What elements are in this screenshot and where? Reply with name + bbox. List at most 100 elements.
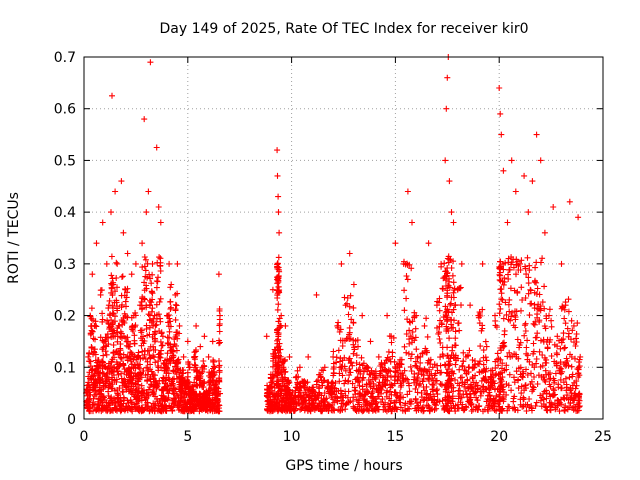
data-point xyxy=(438,260,445,267)
data-point xyxy=(351,387,358,394)
data-point xyxy=(269,286,276,293)
data-point xyxy=(401,367,408,374)
data-point xyxy=(350,304,357,311)
data-point xyxy=(341,363,348,370)
data-point xyxy=(403,349,410,356)
data-point xyxy=(120,318,127,325)
data-point xyxy=(154,380,161,387)
data-point xyxy=(477,343,484,350)
data-point xyxy=(547,370,553,377)
x-tick-label: 0 xyxy=(80,429,89,445)
data-point xyxy=(123,294,130,301)
data-point xyxy=(327,402,334,409)
data-point xyxy=(542,378,549,385)
data-point xyxy=(157,268,164,274)
data-point xyxy=(167,306,174,312)
data-point xyxy=(275,330,282,337)
data-point xyxy=(272,353,278,360)
data-point xyxy=(513,308,520,315)
data-point xyxy=(493,392,500,399)
data-point xyxy=(449,368,456,375)
data-point xyxy=(451,302,458,309)
data-point xyxy=(274,306,281,313)
data-point xyxy=(446,335,453,342)
data-point xyxy=(128,271,135,278)
data-point xyxy=(189,390,195,397)
data-point xyxy=(480,347,487,354)
data-point xyxy=(517,364,524,371)
data-point xyxy=(538,373,545,380)
data-point xyxy=(95,364,102,371)
data-point xyxy=(336,328,343,335)
data-point xyxy=(500,281,507,288)
data-point xyxy=(467,394,474,401)
data-point xyxy=(517,339,524,346)
data-point xyxy=(431,407,438,413)
data-point xyxy=(101,397,108,403)
data-point xyxy=(148,299,155,306)
data-point xyxy=(425,357,432,364)
data-point xyxy=(554,402,561,409)
data-point xyxy=(518,307,524,314)
data-point xyxy=(130,312,137,319)
data-point xyxy=(146,324,153,331)
data-point xyxy=(164,350,171,357)
data-point xyxy=(550,392,557,399)
data-point xyxy=(355,343,361,350)
data-point xyxy=(278,370,285,377)
y-tick-label: 0.7 xyxy=(54,50,76,66)
data-point xyxy=(433,387,440,394)
data-point xyxy=(460,349,467,356)
data-point xyxy=(151,331,158,338)
data-point xyxy=(167,298,174,305)
data-point xyxy=(353,352,360,359)
data-point xyxy=(409,318,416,325)
data-point xyxy=(103,260,110,267)
data-point xyxy=(454,380,461,387)
data-point xyxy=(367,402,374,408)
data-point xyxy=(350,394,357,401)
data-point xyxy=(359,312,366,319)
data-point xyxy=(456,327,463,334)
data-point xyxy=(345,311,352,318)
data-point xyxy=(105,388,112,395)
data-point xyxy=(435,330,442,337)
data-point xyxy=(347,398,354,405)
data-point xyxy=(318,392,325,399)
data-point xyxy=(438,369,445,376)
data-point xyxy=(501,275,508,282)
data-point xyxy=(157,262,164,269)
data-point xyxy=(153,385,160,392)
data-point xyxy=(159,342,166,349)
data-point xyxy=(554,333,561,340)
data-point xyxy=(114,368,121,375)
data-point xyxy=(276,229,283,236)
data-point xyxy=(436,336,443,342)
data-point xyxy=(493,371,500,378)
data-point xyxy=(275,301,282,308)
data-point xyxy=(166,328,173,335)
data-point xyxy=(215,271,222,278)
data-point xyxy=(530,340,537,347)
data-point xyxy=(274,172,281,179)
data-point xyxy=(106,297,113,304)
data-point xyxy=(216,328,223,335)
data-point xyxy=(189,389,196,396)
data-point xyxy=(326,403,333,410)
data-point xyxy=(447,360,454,367)
data-point xyxy=(443,369,450,376)
data-point xyxy=(548,317,555,324)
data-point xyxy=(128,379,135,386)
data-point xyxy=(170,382,177,388)
data-point xyxy=(445,253,452,260)
data-point xyxy=(147,361,154,368)
data-point xyxy=(103,351,110,358)
data-point xyxy=(539,255,546,262)
data-point xyxy=(210,358,217,365)
data-point xyxy=(141,279,148,286)
data-point xyxy=(576,391,583,398)
data-point xyxy=(131,332,138,339)
data-point xyxy=(499,296,506,303)
data-point xyxy=(144,274,151,281)
data-point xyxy=(347,369,354,376)
